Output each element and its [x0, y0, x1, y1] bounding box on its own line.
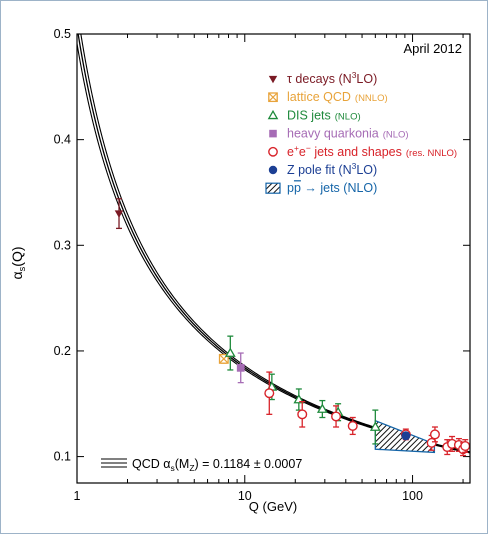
- marker: [114, 210, 124, 218]
- x-tick-label: 1: [74, 489, 81, 503]
- legend-marker: [267, 109, 279, 120]
- marker: [401, 431, 411, 441]
- axis-ticks: 0.1 0.2 0.3 0.4 0.5 1 10 100: [54, 27, 470, 503]
- data-point: [447, 435, 458, 452]
- marker: [460, 441, 471, 452]
- data-point: [331, 405, 342, 428]
- y-tick-label: 0.5: [54, 27, 71, 41]
- legend-label: Z pole fit (N3LO): [287, 161, 377, 177]
- data-point: [264, 371, 275, 415]
- legend-item-pp: pp → jets (NLO): [265, 181, 377, 195]
- legend-marker: [268, 75, 278, 84]
- data-point: [236, 352, 245, 384]
- legend-marker: [268, 146, 278, 157]
- y-axis-label: αs(Q): [9, 246, 28, 279]
- curve-legend: QCD αs(MZ) = 0.1184 ± 0.0007: [101, 457, 302, 473]
- legend-label: lattice QCD (NNLO): [287, 90, 388, 104]
- legend-item-ee: e+e− jets and shapes (res. NNLO): [268, 143, 457, 159]
- legend-marker: [269, 129, 277, 138]
- marker: [224, 347, 236, 357]
- marker: [264, 388, 275, 399]
- legend-item-hq: heavy quarkonia (NLO): [269, 127, 409, 141]
- legend-label: heavy quarkonia (NLO): [287, 127, 409, 141]
- legend-item-dis: DIS jets (NLO): [267, 108, 361, 122]
- legend-label: pp → jets (NLO): [287, 181, 377, 195]
- marker: [297, 409, 308, 420]
- marker: [316, 403, 328, 413]
- y-tick-label: 0.3: [54, 238, 71, 252]
- data-point: [347, 416, 358, 436]
- legend-label: e+e− jets and shapes (res. NNLO): [287, 143, 457, 159]
- marker: [347, 420, 358, 431]
- data-point: [114, 198, 124, 230]
- data-point: [369, 409, 381, 445]
- legend-item-lattice: lattice QCD (NNLO): [268, 90, 388, 104]
- y-tick-label: 0.2: [54, 344, 71, 358]
- data-points: [114, 198, 471, 457]
- marker: [236, 363, 245, 372]
- legend-item-tau: τ decays (N3LO): [268, 70, 377, 86]
- data-point: [293, 388, 305, 411]
- legend-label: τ decays (N3LO): [287, 70, 377, 86]
- curve-label: QCD αs(MZ) = 0.1184 ± 0.0007: [132, 457, 302, 473]
- data-point: [316, 399, 328, 419]
- x-tick-label: 100: [402, 489, 423, 503]
- legend-marker: [268, 92, 278, 103]
- date-annotation: April 2012: [403, 41, 462, 56]
- x-axis-label: Q (GeV): [249, 499, 297, 514]
- marker: [426, 437, 437, 448]
- marker: [369, 421, 381, 431]
- legend: τ decays (N3LO) lattice QCD (NNLO) DIS jets…: [265, 70, 457, 195]
- plot-area: [76, 33, 471, 484]
- data-point: [429, 426, 440, 443]
- marker: [429, 429, 440, 440]
- legend-item-z: Z pole fit (N3LO): [268, 161, 377, 177]
- y-tick-label: 0.4: [54, 133, 71, 147]
- legend-marker: [268, 165, 278, 175]
- marker: [293, 393, 305, 404]
- data-point: [224, 335, 236, 371]
- legend-marker: [265, 182, 281, 194]
- x-tick-label: 10: [238, 489, 252, 503]
- data-point: [297, 401, 308, 428]
- y-tick-label: 0.1: [54, 450, 71, 464]
- legend-label: DIS jets (NLO): [287, 108, 361, 122]
- data-point: [401, 431, 411, 441]
- marker: [331, 411, 342, 422]
